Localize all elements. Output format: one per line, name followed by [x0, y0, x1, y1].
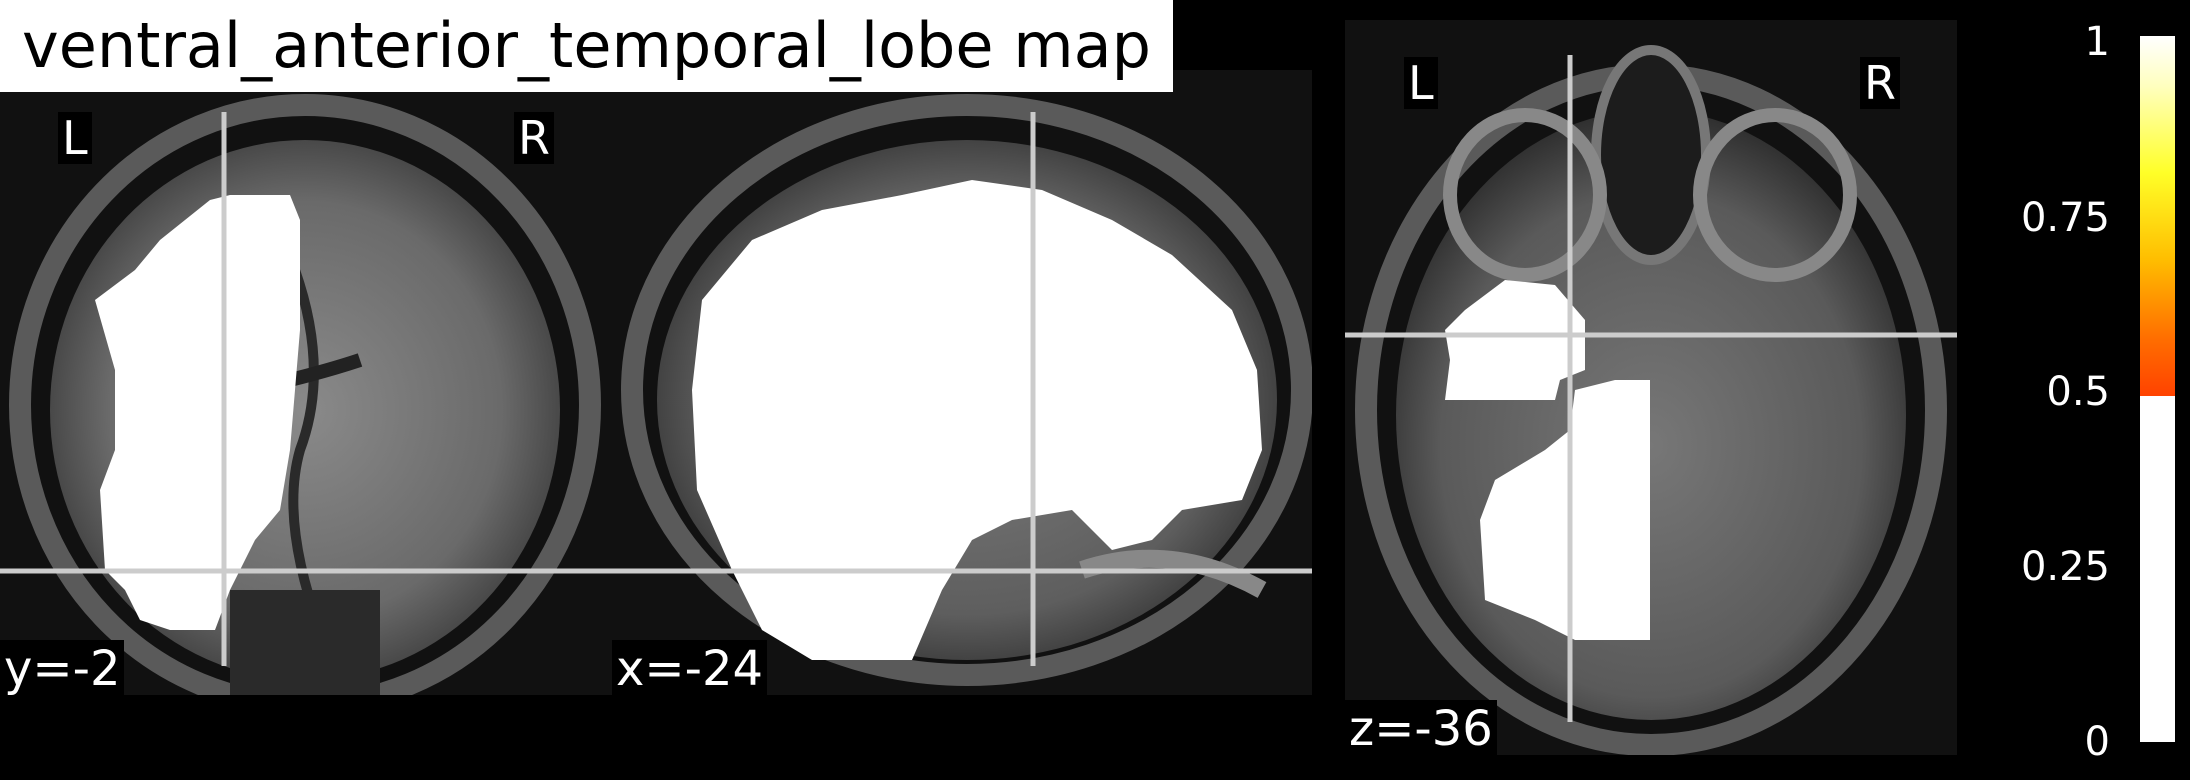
colorbar-white-segment — [2140, 396, 2175, 742]
axial-panel — [1345, 20, 1957, 755]
axial-left-label: L — [1404, 57, 1438, 109]
coronal-panel — [0, 70, 612, 695]
overlay-region-lower — [1480, 380, 1650, 640]
overlay-region — [95, 195, 300, 630]
axial-right-label: R — [1860, 57, 1900, 109]
colorbar-tick-0.75: 0.75 — [2020, 195, 2110, 241]
coronal-right-label: R — [514, 112, 554, 164]
colorbar-gradient — [2140, 36, 2175, 396]
colorbar-tick-0: 0 — [2084, 719, 2110, 765]
sagittal-slice-image — [612, 70, 1312, 695]
axial-coord-label: z=-36 — [1345, 700, 1497, 758]
sagittal-coord-label: x=-24 — [612, 640, 768, 698]
coronal-coord-label: y=-2 — [0, 640, 125, 698]
figure-title: ventral_anterior_temporal_lobe map — [0, 0, 1173, 92]
colorbar-tick-0.25: 0.25 — [2020, 544, 2110, 590]
overlay-region — [692, 180, 1262, 660]
colorbar-tick-1: 1 — [2084, 19, 2110, 65]
colorbar — [2140, 36, 2175, 742]
coronal-left-label: L — [58, 112, 92, 164]
coronal-slice-image — [0, 70, 612, 695]
overlay-region-upper — [1445, 280, 1585, 400]
colorbar-tick-0.5: 0.5 — [2046, 369, 2110, 415]
axial-slice-image — [1345, 20, 1957, 755]
sagittal-panel — [612, 70, 1312, 695]
